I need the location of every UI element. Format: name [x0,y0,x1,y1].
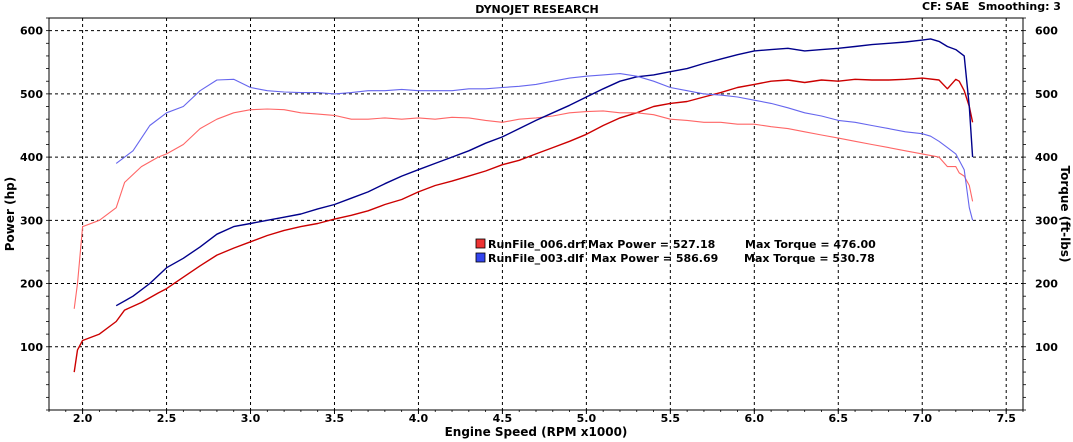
x-tick-label: 2.0 [73,412,93,425]
y-tick-label-left: 300 [20,214,43,227]
x-tick-label: 5.0 [577,412,597,425]
series-line-power-runfile-006-drf [73,77,974,373]
y-tick-label-left: 200 [20,278,43,291]
chart-title: DYNOJET RESEARCH [475,3,598,16]
y-tick-label-right: 400 [1035,151,1058,164]
x-tick-label: 7.0 [912,412,932,425]
x-tick-label: 7.5 [996,412,1016,425]
y-tick-label-left: 400 [20,151,43,164]
series-lines [73,38,974,373]
legend-file-run006: RunFile_006.drf [488,238,586,251]
series-line-torque-runfile-006-drf [73,108,974,309]
x-tick-label: 4.0 [409,412,429,425]
x-tick-label: 3.0 [241,412,261,425]
axis-ticks: 2.0 2.5 3.0 3.5 4.0 4.5 5.0 5.5 6.0 6.5 7.0 7.5 100 2… [20,17,1058,425]
smoothing-label: Smoothing: 3 [978,0,1061,13]
y-tick-label-left: 600 [20,25,43,38]
legend-swatch-blue [475,252,486,263]
legend-max-power-run006: Max Power = 527.18 [588,238,715,251]
grid-lines [49,18,1023,410]
x-tick-label: 6.0 [745,412,765,425]
legend: RunFile_006.drf Max Power = 527.18 Max T… [475,238,876,265]
legend-max-power-run003: Max Power = 586.69 [591,252,718,265]
x-tick-label: 6.5 [829,412,849,425]
y-axis-label-left: Power (hp) [3,177,17,251]
x-axis-label: Engine Speed (RPM x1000) [445,425,628,439]
plot-background [49,18,1023,410]
legend-file-run003: RunFile_003.dlf [488,252,584,265]
y-tick-label-right: 200 [1035,278,1058,291]
x-tick-label: 2.5 [157,412,177,425]
y-tick-label-right: 600 [1035,25,1058,38]
legend-swatch-red [475,238,486,249]
legend-max-torque-run006: Max Torque = 476.00 [745,238,876,251]
y-tick-label-right: 500 [1035,88,1058,101]
series-line-power-runfile-003-dlf [115,38,974,307]
y-tick-label-left: 500 [20,88,43,101]
y-tick-label-right: 300 [1035,214,1058,227]
correction-factor-label: CF: SAE [922,0,969,13]
x-tick-label: 3.5 [325,412,345,425]
y-tick-label-left: 100 [20,341,43,354]
series-line-torque-runfile-003-dlf [115,73,974,221]
y-tick-label-right: 100 [1035,341,1058,354]
x-tick-label: 4.5 [493,412,513,425]
y-axis-label-right: Torque (ft-lbs) [1058,166,1072,263]
legend-max-torque-run003: Max Torque = 530.78 [744,252,875,265]
x-tick-label: 5.5 [661,412,681,425]
